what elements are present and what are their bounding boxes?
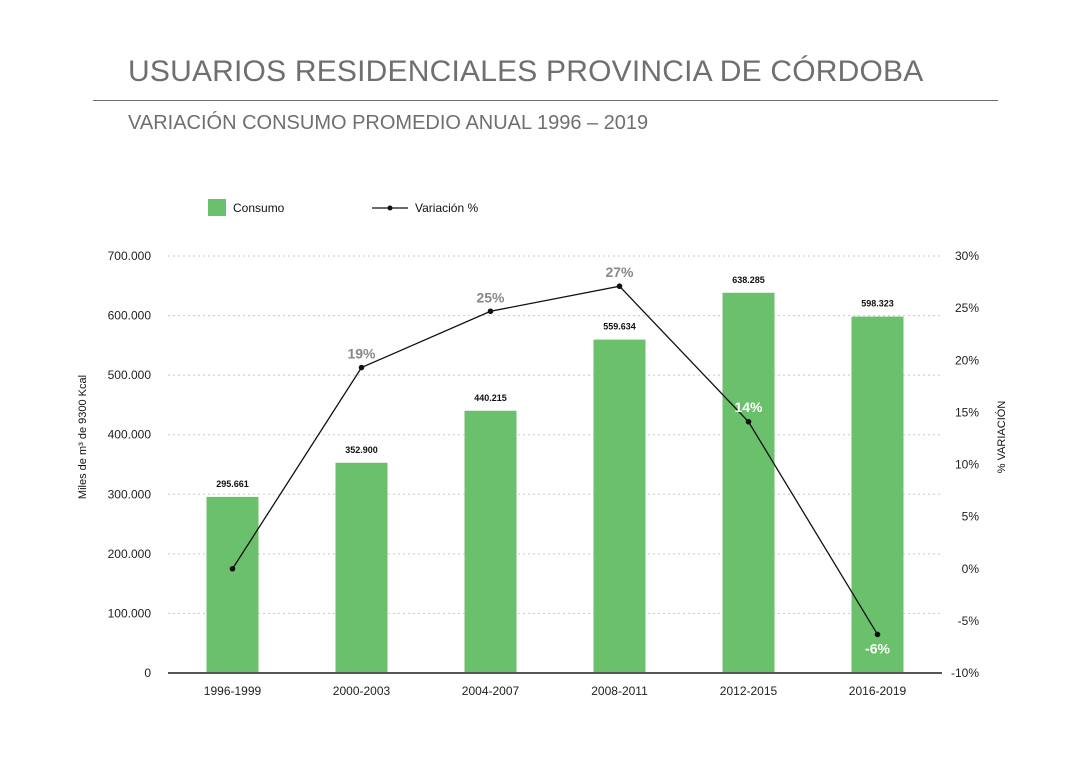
variation-label: 25% (476, 289, 505, 305)
bar-value-label: 352.900 (345, 445, 378, 455)
variation-label: 14% (734, 399, 763, 415)
variation-point (358, 364, 365, 371)
variation-point (745, 418, 752, 425)
bar-value-label: 638.285 (732, 275, 765, 285)
y-tick-label: 400.000 (108, 428, 152, 442)
variation-point (229, 565, 236, 572)
y2-tick-label: 10% (955, 458, 979, 472)
variation-polyline (231, 285, 879, 635)
left-axis-ticks: 0 100.000 200.000 300.000 400.000 500.000 600.… (108, 249, 152, 680)
legend-label-consumo: Consumo (233, 201, 285, 215)
variation-label: 19% (347, 346, 376, 362)
legend-swatch-consumo (208, 199, 226, 216)
y2-tick-label: -10% (951, 666, 979, 680)
y2-tick-label: 25% (955, 301, 979, 315)
variation-point (616, 283, 623, 290)
variation-labels: 19% 25% 27% 14% -6% (347, 264, 890, 656)
chart-title: USUARIOS RESIDENCIALES PROVINCIA DE CÓRD… (128, 55, 924, 88)
category-label: 1996-1999 (204, 684, 262, 698)
y2-tick-label: 5% (962, 510, 980, 524)
y2-tick-label: 0% (962, 562, 980, 576)
chart-subtitle: VARIACIÓN CONSUMO PROMEDIO ANUAL 1996 – … (128, 112, 649, 134)
right-axis-ticks: -10% -5% 0% 5% 10% 15% 20% 25% 30% (951, 249, 979, 680)
y-tick-label: 100.000 (108, 606, 152, 620)
y2-tick-label: 15% (955, 405, 979, 419)
variation-point (487, 308, 494, 315)
category-labels: 1996-1999 2000-2003 2004-2007 2008-2011 2012… (204, 684, 907, 698)
bar (593, 339, 646, 673)
y-tick-label: 500.000 (108, 368, 152, 382)
category-label: 2004-2007 (462, 684, 520, 698)
variation-point (874, 631, 881, 638)
y-axis-label: Miles de m³ de 9300 Kcal (77, 375, 89, 499)
bar (206, 496, 259, 673)
y-tick-label: 300.000 (108, 487, 152, 501)
y2-tick-label: 30% (955, 249, 979, 263)
category-label: 2012-2015 (720, 684, 778, 698)
variation-line (229, 283, 881, 638)
legend: Consumo Variación % (208, 199, 478, 216)
variation-label: 27% (605, 264, 634, 280)
bar (335, 462, 388, 673)
bar-value-label: 598.323 (861, 299, 894, 309)
category-label: 2000-2003 (333, 684, 391, 698)
y-tick-label: 700.000 (108, 249, 152, 263)
legend-label-variacion: Variación % (415, 201, 478, 215)
bar-value-label: 559.634 (603, 322, 636, 332)
bar (851, 316, 904, 673)
category-label: 2016-2019 (849, 684, 907, 698)
bars (206, 292, 904, 673)
bar-value-labels: 295.661 352.900 440.215 559.634 638.285 598.3… (216, 275, 894, 489)
bar (464, 410, 517, 673)
bar-value-label: 440.215 (474, 393, 507, 403)
y-tick-label: 200.000 (108, 547, 152, 561)
y-tick-label: 600.000 (108, 309, 152, 323)
y2-axis-label: % VARIACIÓN (995, 401, 1008, 474)
bar (722, 292, 775, 673)
grid (168, 255, 942, 614)
category-label: 2008-2011 (591, 684, 648, 698)
y2-tick-label: -5% (958, 614, 980, 628)
y2-tick-label: 20% (955, 353, 979, 367)
legend-marker-variacion (387, 205, 393, 211)
y-tick-label: 0 (144, 666, 151, 680)
title-divider (93, 100, 998, 101)
variation-label: -6% (865, 640, 890, 656)
bar-value-label: 295.661 (216, 479, 249, 489)
